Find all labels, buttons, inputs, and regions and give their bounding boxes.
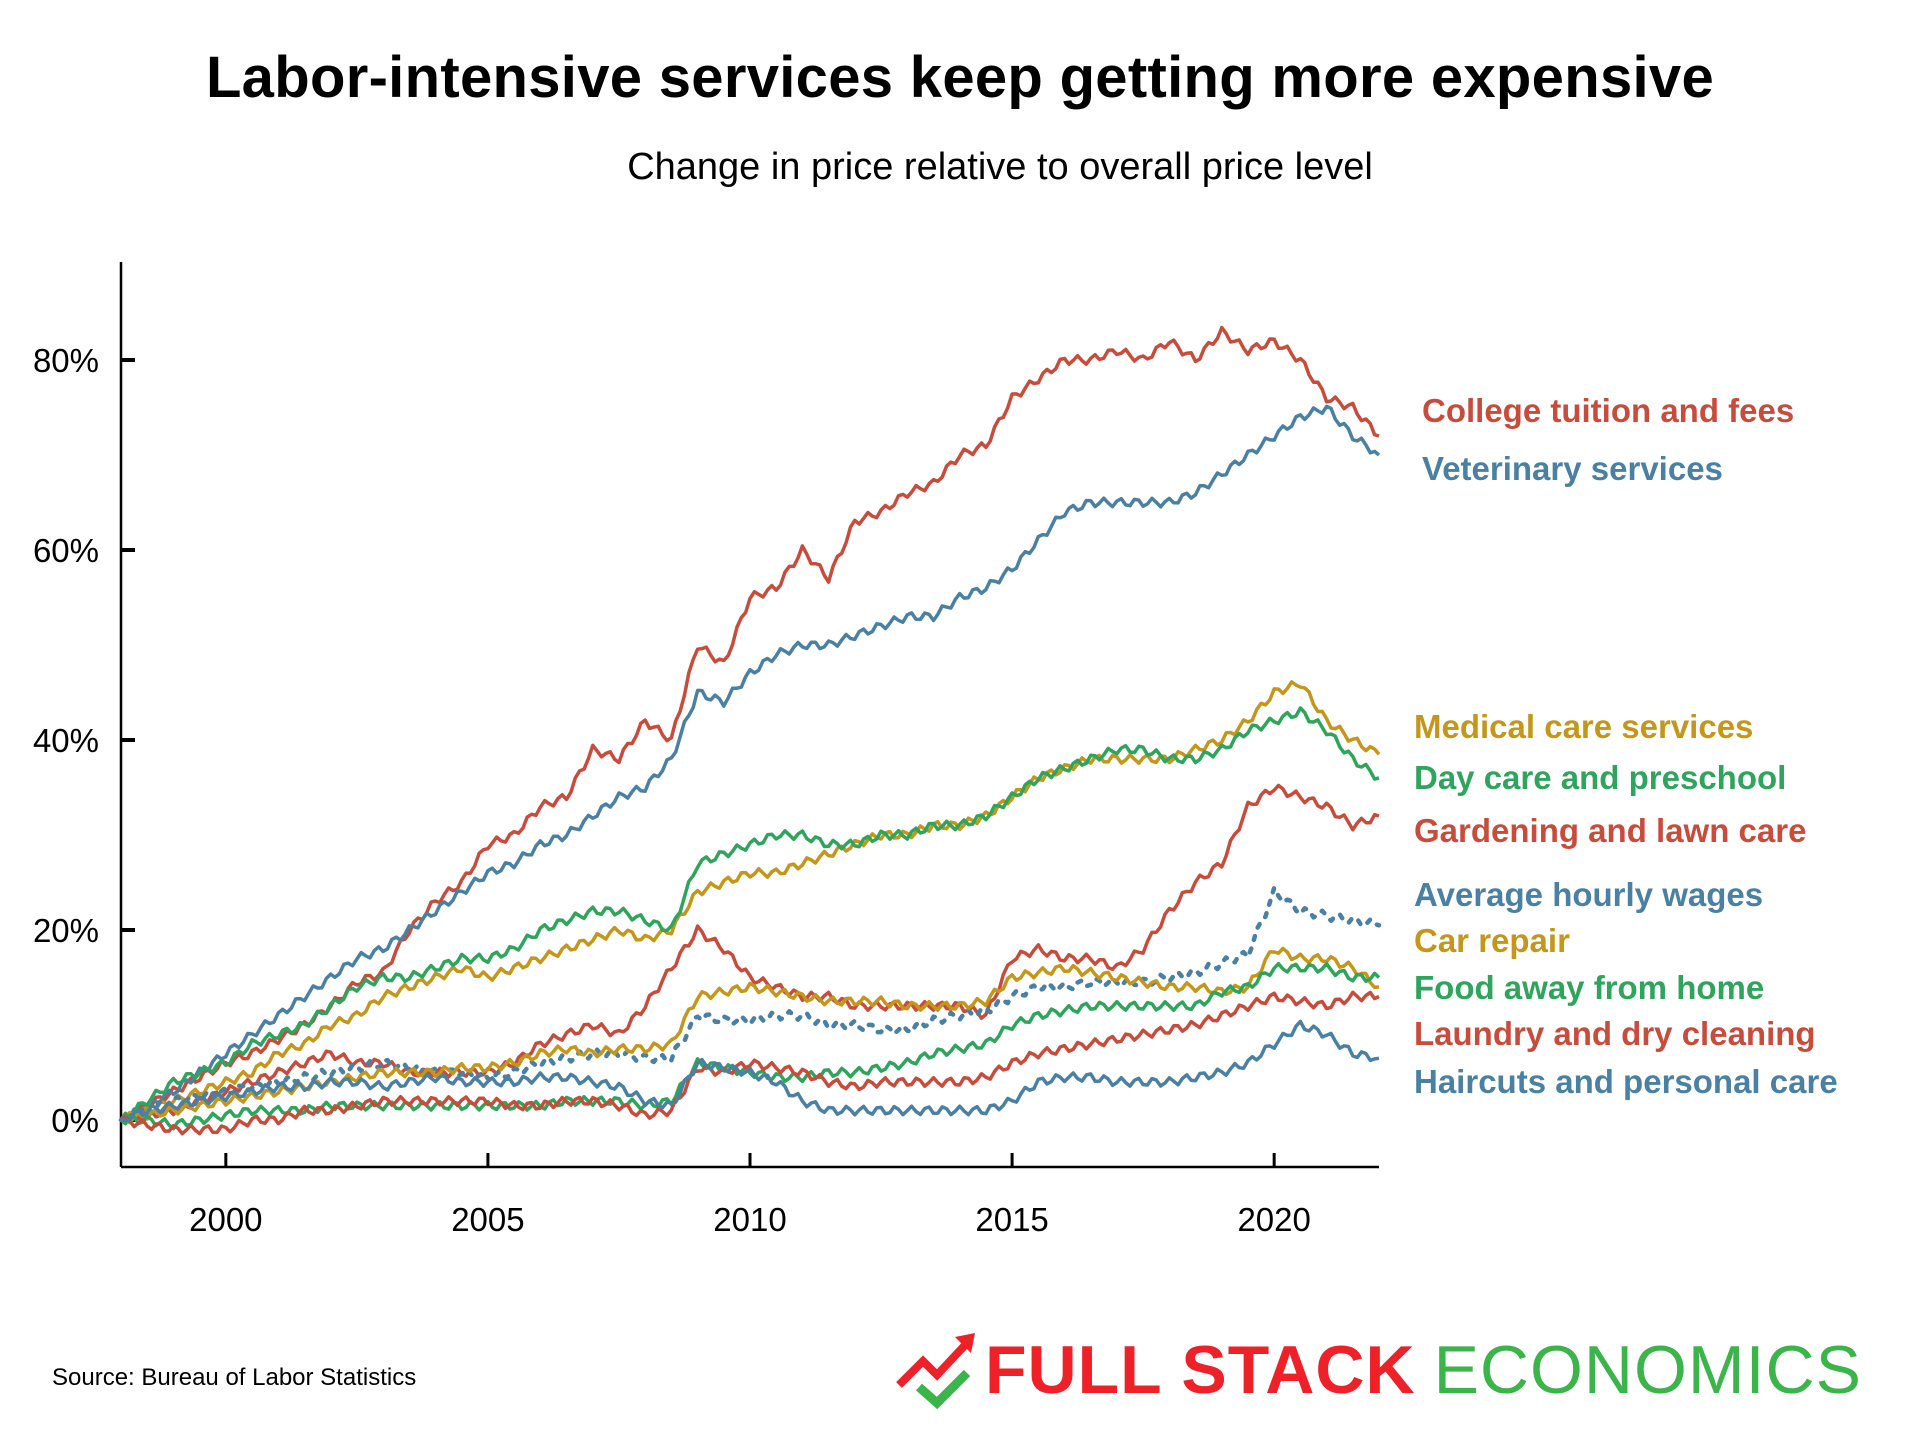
series-line-day-care-and-preschool — [119, 706, 1380, 1122]
series-line-medical-care-services — [120, 680, 1381, 1122]
series-label-haircuts-and-personal-care: Haircuts and personal care — [1414, 1063, 1838, 1100]
series-label-laundry-and-dry-cleaning: Laundry and dry cleaning — [1414, 1015, 1816, 1052]
series-label-veterinary-services: Veterinary services — [1422, 450, 1723, 487]
trend-check-icon — [896, 1333, 975, 1409]
series-line-laundry-and-dry-cleaning — [119, 990, 1380, 1136]
chart-subtitle: Change in price relative to overall pric… — [627, 146, 1373, 188]
source-note: Source: Bureau of Labor Statistics — [52, 1364, 417, 1391]
y-tick-label: 60% — [33, 532, 99, 569]
series-label-gardening-and-lawn-care: Gardening and lawn care — [1414, 812, 1806, 849]
y-tick-label: 80% — [33, 342, 99, 379]
x-tick-label: 2015 — [975, 1201, 1048, 1238]
series-line-gardening-and-lawn-care — [119, 783, 1380, 1126]
series-line-college-tuition-and-fees — [119, 325, 1380, 1121]
series-line-veterinary-services — [120, 404, 1381, 1123]
series-line-haircuts-and-personal-care — [120, 1019, 1380, 1123]
y-tick-label: 20% — [33, 912, 99, 949]
series-lines — [118, 325, 1382, 1136]
series-line-food-away-from-home — [119, 961, 1381, 1131]
series-label-average-hourly-wages: Average hourly wages — [1414, 876, 1763, 913]
brand-logo: FULL STACK ECONOMICS — [895, 1330, 1862, 1410]
x-tick-label: 2000 — [189, 1201, 262, 1238]
series-label-food-away-from-home: Food away from home — [1414, 969, 1764, 1006]
series-label-college-tuition-and-fees: College tuition and fees — [1422, 392, 1794, 429]
series-label-day-care-and-preschool: Day care and preschool — [1414, 759, 1786, 796]
y-tick-label: 40% — [33, 722, 99, 759]
logo-text-full-stack: FULL STACK — [985, 1332, 1416, 1408]
x-tick-label: 2020 — [1237, 1201, 1310, 1238]
x-tick-label: 2010 — [713, 1201, 786, 1238]
series-label-car-repair: Car repair — [1414, 922, 1570, 959]
x-tick-label: 2005 — [451, 1201, 524, 1238]
y-tick-label: 0% — [51, 1102, 99, 1139]
chart-title: Labor-intensive services keep getting mo… — [205, 45, 1715, 110]
logo-text-economics: ECONOMICS — [1433, 1332, 1862, 1408]
series-label-medical-care-services: Medical care services — [1414, 708, 1753, 745]
series-labels: College tuition and fees Veterinary servi… — [1414, 392, 1838, 1100]
axes: 0% 20% 40% 60% 80% 2000 2005 2010 2015 2020 — [33, 262, 1379, 1238]
line-chart: 0% 20% 40% 60% 80% 2000 2005 2010 2015 2020 Colle… — [33, 262, 1838, 1238]
